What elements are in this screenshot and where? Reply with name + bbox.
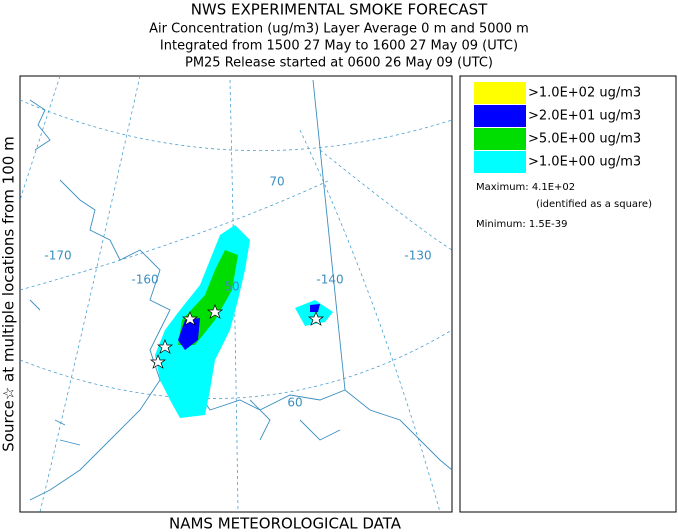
legend-swatch	[474, 82, 526, 104]
legend-label: >1.0E+02 ug/m3	[528, 86, 641, 101]
legend-panel: >1.0E+02 ug/m3 >2.0E+01 ug/m3 >5.0E+00 ug/…	[459, 75, 677, 513]
plume-cyan	[295, 300, 333, 326]
subtitle: Integrated from 1500 27 May to 1600 27 M…	[160, 39, 518, 54]
coordinate-label: 60	[287, 396, 302, 410]
legend-label: >5.0E+00 ug/m3	[528, 132, 641, 147]
legend-swatch	[474, 128, 526, 150]
map-panel: -170 -160 50 -140 -130 70 60	[19, 75, 453, 513]
coordinate-label: -160	[131, 273, 158, 287]
maximum-note: (identified as a square)	[536, 199, 652, 210]
smoke-plume	[149, 225, 333, 418]
side-label: Source☆ at multiple locations from 100 m	[0, 136, 18, 451]
coordinate-label: -130	[404, 249, 431, 263]
coordinate-label: 70	[269, 175, 284, 189]
subtitle: Air Concentration (ug/m3) Layer Average …	[149, 22, 529, 37]
legend: >1.0E+02 ug/m3 >2.0E+01 ug/m3 >5.0E+00 ug/…	[474, 82, 641, 173]
plume-blue	[178, 318, 200, 350]
legend-swatch	[474, 151, 526, 173]
maximum: Maximum: 4.1E+02	[476, 182, 575, 193]
coordinate-label: -170	[44, 249, 71, 263]
plume-blue	[310, 304, 320, 312]
title: NWS EXPERIMENTAL SMOKE FORECAST	[191, 1, 488, 19]
legend-swatch	[474, 105, 526, 127]
source-markers	[149, 304, 325, 369]
map-labels: -170 -160 50 -140 -130 70 60	[44, 175, 431, 410]
subtitle: PM25 Release started at 0600 26 May 09 (…	[185, 56, 493, 71]
legend-label: >2.0E+01 ug/m3	[528, 109, 641, 124]
legend-label: >1.0E+00 ug/m3	[528, 155, 641, 170]
footer: NAMS METEOROLOGICAL DATA	[169, 515, 402, 532]
minimum: Minimum: 1.5E-39	[476, 219, 567, 230]
coastline	[29, 79, 453, 501]
coordinate-label: 50	[224, 280, 239, 294]
coordinate-label: -140	[316, 273, 343, 287]
